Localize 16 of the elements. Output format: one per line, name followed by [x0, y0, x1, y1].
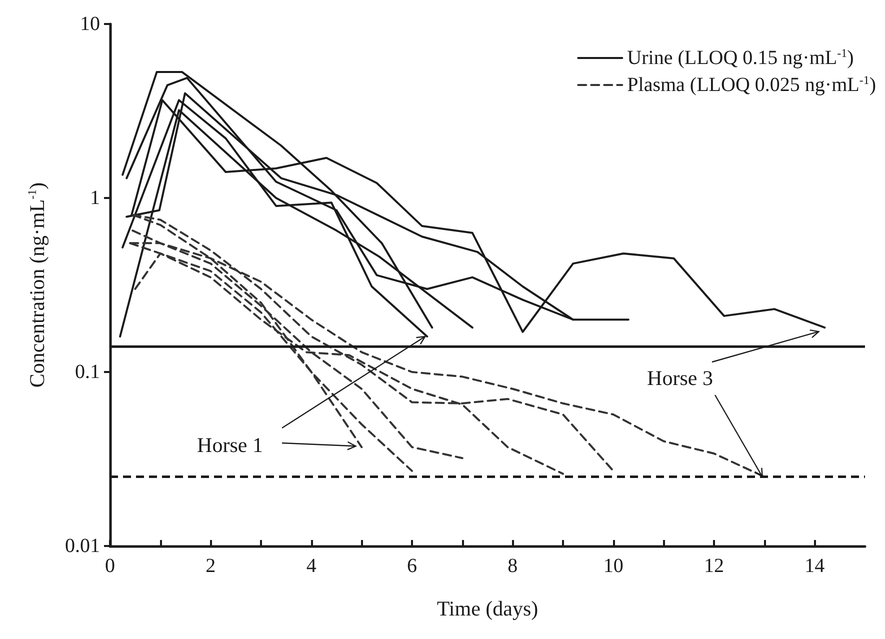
y-tick-label: 10 — [80, 13, 100, 35]
x-axis-title: Time (days) — [436, 596, 538, 620]
x-tick-label: 6 — [407, 555, 417, 577]
x-tick-label: 8 — [508, 555, 518, 577]
x-tick-label: 12 — [704, 555, 724, 577]
annotation: Horse 3 — [647, 366, 713, 390]
y-tick-label: 0.1 — [75, 361, 100, 383]
x-tick-label: 4 — [306, 555, 316, 577]
y-tick-label: 0.01 — [65, 535, 100, 557]
x-tick-label: 0 — [105, 555, 115, 577]
y-tick-label: 1 — [90, 187, 100, 209]
y-axis-title: Concentration (ng·mL-1) — [25, 182, 49, 388]
x-tick-label: 10 — [603, 555, 624, 577]
x-tick-label: 2 — [206, 555, 216, 577]
x-tick-label: 14 — [804, 555, 825, 577]
annotation: Horse 1 — [197, 433, 263, 457]
